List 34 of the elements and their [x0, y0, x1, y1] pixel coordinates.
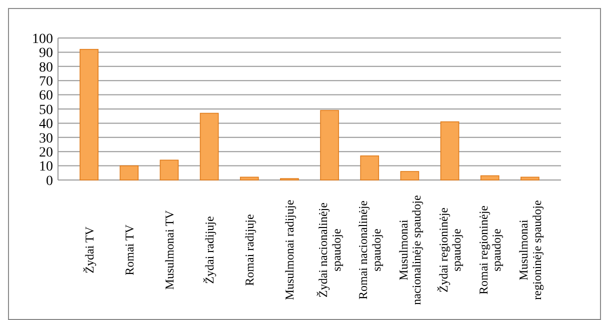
x-tick-label: Žydai regioninėje spaudoje — [436, 208, 464, 292]
bar — [320, 110, 339, 180]
bar — [520, 176, 540, 180]
x-tick-label: Romai radijuje — [242, 214, 257, 286]
x-tick-label: Musulmonai nacionalinėje spaudoje — [396, 195, 424, 305]
x-tick-label: Žydai TV — [82, 226, 96, 274]
x-tick-label: Žydai nacionalinėje spaudoje — [316, 202, 344, 298]
x-tick-label: Musulmonai TV — [162, 210, 176, 290]
y-tick-label: 30 — [39, 131, 53, 146]
y-tick-label: 90 — [39, 46, 53, 62]
bar — [240, 176, 259, 180]
x-tick-label: Žydai radijuje — [202, 216, 216, 284]
x-tick-label: Romai regioninėje spaudoje — [476, 206, 504, 294]
x-tick-label: Romai nacionalinėje spaudoje — [356, 200, 384, 300]
bar — [440, 121, 460, 180]
x-tick-label: Musulmonai regioninėje spaudoje — [516, 200, 544, 300]
y-tick-label: 60 — [39, 88, 53, 104]
y-tick-label: 10 — [39, 160, 53, 175]
bar — [360, 155, 380, 180]
bar — [480, 175, 500, 180]
y-tick-label: 70 — [39, 74, 53, 90]
y-tick-label: 100 — [32, 32, 53, 47]
bar — [160, 160, 179, 180]
x-tick-label: Romai TV — [122, 224, 136, 276]
bar — [80, 48, 98, 180]
bar — [120, 165, 139, 180]
y-tick-label: 50 — [39, 102, 53, 118]
y-tick-label: 0 — [46, 174, 53, 189]
x-tick-label: Musulmonai radijuje — [282, 200, 297, 300]
bar — [200, 112, 219, 180]
y-tick-label: 80 — [39, 60, 53, 76]
y-tick-label: 40 — [39, 117, 53, 132]
y-tick-label: 20 — [39, 146, 53, 160]
bar — [400, 171, 420, 180]
